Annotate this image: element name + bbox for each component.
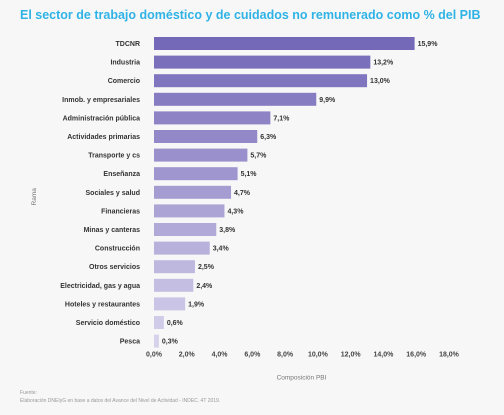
category-label: Electricidad, gas y agua bbox=[60, 283, 140, 290]
bar bbox=[154, 55, 371, 69]
data-label: 4,3% bbox=[227, 208, 244, 215]
category-label: Enseñanza bbox=[103, 171, 140, 178]
bar bbox=[154, 37, 415, 50]
data-label: 15,9% bbox=[418, 41, 439, 48]
data-label: 0,6% bbox=[167, 320, 184, 327]
bar bbox=[154, 111, 271, 125]
x-tick-label: 14,0% bbox=[374, 352, 395, 359]
category-label: Transporte y cs bbox=[88, 153, 140, 160]
bar bbox=[154, 130, 258, 143]
data-label: 1,9% bbox=[188, 301, 205, 308]
category-label: Sociales y salud bbox=[86, 190, 140, 197]
bar bbox=[154, 167, 238, 181]
bar bbox=[154, 241, 210, 255]
data-label: 5,7% bbox=[250, 153, 267, 160]
data-label: 5,1% bbox=[241, 171, 258, 178]
x-tick-label: 16,0% bbox=[406, 352, 427, 359]
category-label: TDCNR bbox=[116, 41, 141, 48]
bar bbox=[154, 92, 317, 106]
category-label: Pesca bbox=[120, 339, 140, 346]
data-label: 13,0% bbox=[370, 78, 391, 85]
data-label: 3,8% bbox=[219, 227, 236, 234]
data-label: 3,4% bbox=[213, 246, 230, 253]
data-label: 7,1% bbox=[273, 115, 290, 122]
category-label: Servicio doméstico bbox=[76, 320, 140, 327]
data-label: 2,5% bbox=[198, 264, 215, 271]
x-tick-label: 8,0% bbox=[277, 352, 294, 359]
category-label: Comercio bbox=[108, 78, 140, 85]
category-label: Minas y canteras bbox=[84, 227, 141, 234]
bar bbox=[154, 185, 232, 199]
x-tick-label: 6,0% bbox=[244, 352, 261, 359]
category-label: Hoteles y restaurantes bbox=[65, 301, 140, 308]
data-label: 9,9% bbox=[319, 97, 336, 104]
category-label: Financieras bbox=[101, 208, 140, 215]
category-label: Industria bbox=[110, 60, 140, 67]
bar bbox=[154, 204, 225, 218]
bar bbox=[154, 278, 194, 292]
x-tick-label: 18,0% bbox=[439, 352, 460, 359]
data-label: 6,3% bbox=[260, 134, 277, 141]
source-label: Fuente: bbox=[20, 390, 37, 396]
bar bbox=[154, 223, 217, 236]
category-label: Administración pública bbox=[63, 115, 141, 122]
bar bbox=[154, 260, 195, 274]
data-label: 0,3% bbox=[162, 339, 179, 346]
x-tick-label: 12,0% bbox=[341, 352, 362, 359]
category-label: Inmob. y empresariales bbox=[62, 97, 140, 104]
source-text: Elaboración DNEIyG en base a datos del A… bbox=[20, 398, 221, 404]
data-label: 4,7% bbox=[234, 190, 251, 197]
data-label: 2,4% bbox=[196, 283, 213, 290]
bar bbox=[154, 74, 368, 88]
x-tick-label: 0,0% bbox=[146, 352, 163, 359]
data-label: 13,2% bbox=[373, 60, 394, 67]
x-tick-label: 4,0% bbox=[212, 352, 229, 359]
bar bbox=[154, 297, 186, 311]
x-tick-label: 10,0% bbox=[308, 352, 329, 359]
bar bbox=[154, 148, 248, 162]
y-axis-label: Rama bbox=[31, 188, 38, 206]
chart-title: El sector de trabajo doméstico y de cuid… bbox=[20, 8, 481, 22]
x-axis-label: Composición PBI bbox=[277, 375, 327, 382]
x-tick-label: 2,0% bbox=[179, 352, 196, 359]
category-label: Construcción bbox=[95, 246, 140, 253]
category-label: Otros servicios bbox=[89, 264, 140, 271]
category-label: Actividades primarias bbox=[67, 134, 140, 141]
bar bbox=[154, 334, 159, 348]
bar bbox=[154, 316, 164, 329]
